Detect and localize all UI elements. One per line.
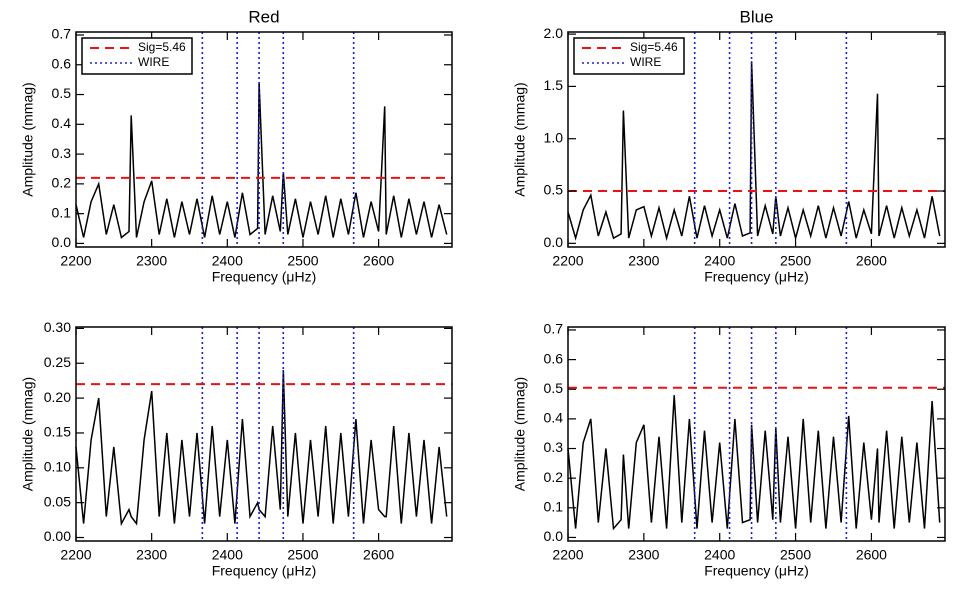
legend-label: WIRE (138, 55, 169, 69)
y-tick-label: 0.3 (52, 145, 72, 161)
y-axis-label: Amplitude (mmag) (20, 82, 36, 196)
y-tick-label: 0.2 (544, 469, 564, 485)
plot-frame (567, 326, 946, 542)
x-tick-label: 2200 (60, 253, 91, 269)
x-tick-label: 2400 (212, 253, 243, 269)
y-tick-label: 0.4 (52, 115, 72, 131)
spectrum-line (75, 82, 448, 239)
y-axis-label: Amplitude (mmag) (20, 377, 36, 491)
spectrum-line (567, 61, 941, 242)
y-tick-label: 0.5 (544, 380, 564, 396)
legend-label: WIRE (630, 55, 661, 69)
y-tick-label: 0.30 (44, 319, 71, 335)
y-tick-label: 1.5 (544, 77, 564, 93)
legend-label: Sig=5.46 (138, 40, 186, 54)
x-tick-label: 2200 (552, 253, 583, 269)
x-tick-label: 2300 (628, 253, 659, 269)
x-tick-label: 2300 (628, 547, 659, 563)
legend-box (81, 37, 193, 75)
plot-frame (567, 31, 946, 248)
y-tick-label: 0.5 (544, 182, 564, 198)
legend-label: Sig=5.46 (630, 40, 678, 54)
x-tick-label: 2200 (552, 547, 583, 563)
spectrum-line (567, 395, 941, 531)
y-axis-label: Amplitude (mmag) (512, 82, 528, 196)
y-tick-label: 0.6 (544, 350, 564, 366)
x-tick-label: 2500 (780, 253, 811, 269)
chart-title: Blue (739, 7, 773, 26)
y-tick-label: 0.1 (52, 204, 72, 220)
y-tick-label: 0.7 (544, 321, 564, 337)
x-axis-label: Frequency (μHz) (704, 563, 809, 579)
y-tick-label: 2.0 (544, 25, 564, 41)
y-tick-label: 0.05 (44, 493, 71, 509)
y-tick-label: 0.7 (52, 26, 72, 42)
y-axis-label: Amplitude (mmag) (512, 377, 528, 491)
x-tick-label: 2500 (287, 253, 318, 269)
x-tick-label: 2600 (363, 547, 394, 563)
chart-title: Red (248, 7, 279, 26)
y-tick-label: 0.0 (544, 234, 564, 250)
y-tick-label: 1.0 (544, 129, 564, 145)
x-tick-label: 2400 (212, 547, 243, 563)
x-tick-label: 2400 (704, 253, 735, 269)
y-tick-label: 0.20 (44, 389, 71, 405)
x-tick-label: 2400 (704, 547, 735, 563)
y-tick-label: 0.00 (44, 528, 71, 544)
x-tick-label: 2600 (856, 253, 887, 269)
x-tick-label: 2500 (287, 547, 318, 563)
plot-frame (75, 326, 453, 542)
y-tick-label: 0.0 (52, 234, 72, 250)
y-tick-label: 0.25 (44, 354, 71, 370)
legend-box (573, 37, 685, 75)
x-tick-label: 2200 (60, 547, 91, 563)
x-axis-label: Frequency (μHz) (212, 563, 317, 579)
y-tick-label: 0.0 (544, 528, 564, 544)
x-tick-label: 2300 (136, 547, 167, 563)
y-tick-label: 0.15 (44, 424, 71, 440)
x-tick-label: 2300 (136, 253, 167, 269)
y-tick-label: 0.5 (52, 85, 72, 101)
y-tick-label: 0.2 (52, 175, 72, 191)
spectrum-line (75, 370, 448, 527)
y-tick-label: 0.1 (544, 499, 564, 515)
x-tick-label: 2600 (856, 547, 887, 563)
y-tick-label: 0.4 (544, 410, 564, 426)
x-axis-label: Frequency (μHz) (704, 269, 809, 285)
y-tick-label: 0.3 (544, 439, 564, 455)
x-axis-label: Frequency (μHz) (212, 269, 317, 285)
x-tick-label: 2500 (780, 547, 811, 563)
plot-frame (75, 31, 453, 248)
y-tick-label: 0.10 (44, 459, 71, 475)
x-tick-label: 2600 (363, 253, 394, 269)
y-tick-label: 0.6 (52, 55, 72, 71)
